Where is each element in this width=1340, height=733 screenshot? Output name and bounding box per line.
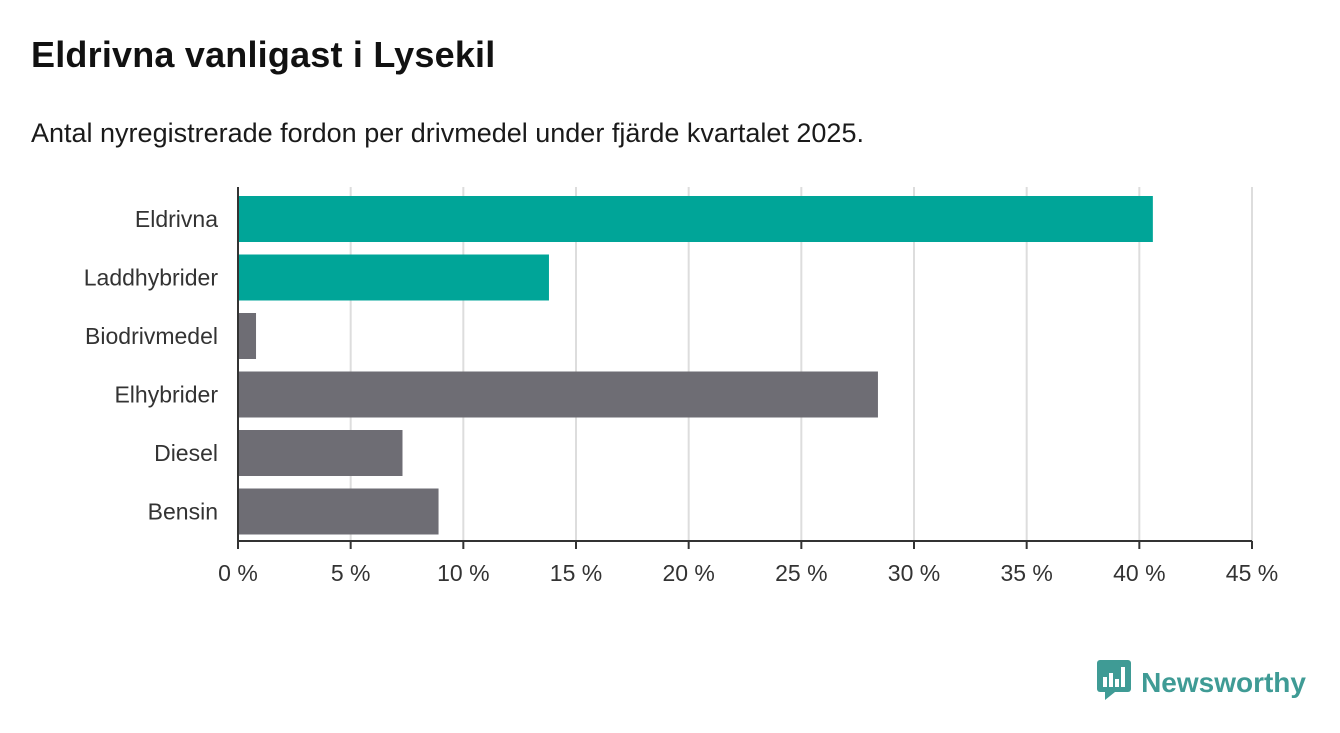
x-tick-label-10: 10 %: [437, 560, 489, 586]
category-label-elhybrider: Elhybrider: [114, 382, 218, 408]
category-label-laddhybrider: Laddhybrider: [84, 265, 219, 291]
chart-title: Eldrivna vanligast i Lysekil: [31, 34, 496, 75]
x-tick-label-40: 40 %: [1113, 560, 1165, 586]
brand-name: Newsworthy: [1141, 666, 1306, 698]
bar-laddhybrider: [238, 254, 549, 301]
bar-chart-icon: [1097, 660, 1132, 705]
category-labels: Eldrivna Laddhybrider Biodrivmedel Elhybrid…: [84, 206, 219, 525]
bar-eldrivna: [238, 196, 1153, 242]
x-tick-label-15: 15 %: [550, 560, 602, 586]
bar-chart: 0 % 5 % 10 % 15 % 20 % 25 % 30 % 35 % 40 % 45 % E…: [84, 187, 1278, 586]
x-tick-label-45: 45 %: [1226, 560, 1278, 586]
x-tick-label-5: 5 %: [331, 560, 371, 586]
grid-lines: [349, 187, 1253, 541]
category-label-biodrivmedel: Biodrivmedel: [85, 323, 218, 349]
x-tick-label-25: 25 %: [775, 560, 827, 586]
x-tick-label-30: 30 %: [888, 560, 940, 586]
category-label-bensin: Bensin: [148, 499, 218, 525]
bars: [238, 196, 1153, 535]
brand-logo: Newsworthy: [1097, 660, 1306, 705]
bar-diesel: [238, 430, 403, 476]
bar-elhybrider: [238, 371, 878, 418]
bar-biodrivmedel: [238, 313, 257, 359]
x-tick-label-0: 0 %: [218, 560, 258, 586]
category-label-eldrivna: Eldrivna: [135, 206, 218, 232]
chart-subtitle: Antal nyregistrerade fordon per drivmede…: [31, 118, 864, 148]
x-axis: 0 % 5 % 10 % 15 % 20 % 25 % 30 % 35 % 40 % 45 %: [218, 187, 1278, 586]
x-tick-label-35: 35 %: [1000, 560, 1052, 586]
category-label-diesel: Diesel: [154, 440, 218, 466]
x-tick-label-20: 20 %: [662, 560, 714, 586]
bar-bensin: [238, 488, 439, 535]
